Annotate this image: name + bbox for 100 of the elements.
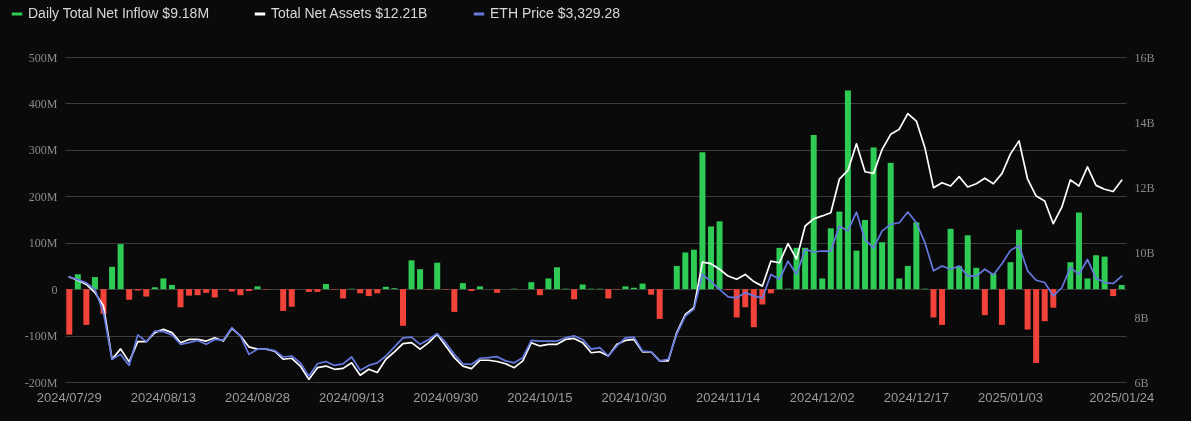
bar (211, 289, 218, 298)
bar (203, 289, 210, 293)
y2-tick-label: 14B (1134, 115, 1155, 130)
bar (733, 289, 740, 318)
legend-label: Total Net Assets $12.21B (271, 5, 428, 21)
bar (528, 282, 535, 290)
x-tick-label: 2024/08/13 (130, 389, 196, 405)
bar (1024, 289, 1031, 330)
bar (109, 266, 116, 290)
bar (862, 219, 869, 290)
bar (237, 289, 244, 296)
x-tick-label: 2024/08/28 (224, 389, 291, 405)
bar (536, 289, 543, 296)
bar (83, 289, 90, 325)
bar (879, 242, 886, 290)
line-series (68, 211, 1123, 377)
bar (836, 211, 843, 290)
x-tick-label: 2025/01/24 (1089, 389, 1155, 405)
y-tick-label: 100M (28, 236, 58, 251)
bar (1118, 284, 1125, 290)
bar (280, 289, 287, 311)
bar (66, 289, 73, 335)
bar (870, 147, 877, 290)
bar (742, 289, 749, 308)
bar (126, 289, 133, 300)
x-tick-label: 2025/01/03 (977, 389, 1044, 405)
bar (622, 286, 629, 290)
bar (844, 90, 851, 290)
bar (288, 289, 295, 307)
y-tick-label: 300M (28, 143, 58, 158)
y-tick-label: 200M (28, 189, 58, 204)
x-tick-label: 2024/11/14 (696, 389, 761, 405)
bar (365, 289, 372, 297)
bar (1110, 289, 1117, 297)
bar (1101, 256, 1108, 290)
bar (357, 289, 364, 294)
bar (305, 289, 312, 292)
bar (648, 289, 655, 295)
bar (143, 289, 150, 297)
bar (939, 289, 946, 325)
bar (186, 289, 193, 296)
bar (1007, 262, 1014, 290)
bar (545, 278, 552, 290)
x-tick-label: 2024/12/17 (883, 389, 949, 405)
bar (314, 289, 321, 292)
bar (913, 222, 920, 290)
bar (571, 289, 578, 300)
bar (177, 289, 184, 308)
bar (1016, 229, 1023, 290)
y-tick-label: 500M (28, 50, 58, 65)
bar (340, 289, 347, 299)
x-tick-label: 2024/07/29 (36, 389, 102, 405)
bar (930, 289, 937, 318)
bar (494, 289, 501, 293)
bar (117, 244, 124, 290)
y2-tick-label: 16B (1134, 50, 1155, 65)
bar (896, 278, 903, 290)
bar (853, 250, 860, 290)
bar (194, 289, 201, 296)
bar (819, 278, 826, 290)
bar (682, 252, 689, 290)
bar (160, 278, 167, 290)
x-tick-label: 2024/09/13 (319, 389, 385, 405)
bar (964, 235, 971, 290)
bar (998, 289, 1005, 325)
legend-label: ETH Price $3,329.28 (490, 5, 621, 21)
bar (605, 289, 612, 299)
x-tick-label: 2024/12/02 (789, 389, 855, 405)
y-tick-label: -100M (24, 329, 58, 344)
bar (1093, 255, 1100, 290)
bar (690, 249, 697, 290)
bar (656, 289, 663, 319)
bar (708, 226, 715, 290)
bar (451, 289, 458, 312)
bar (374, 289, 381, 294)
bar (1033, 289, 1040, 363)
bar (802, 247, 809, 290)
bar (887, 162, 894, 290)
x-tick-label: 2024/10/30 (601, 389, 667, 405)
bar (91, 277, 98, 290)
bar (904, 265, 911, 290)
y2-tick-label: 8B (1134, 310, 1149, 325)
bar (476, 286, 483, 290)
bar (947, 228, 954, 290)
bar (673, 265, 680, 290)
y2-tick-label: 12B (1134, 180, 1155, 195)
bar (459, 283, 466, 290)
y-tick-label: 0 (51, 282, 58, 297)
x-tick-label: 2024/09/30 (413, 389, 479, 405)
bar (956, 265, 963, 290)
bar (716, 221, 723, 290)
bar (254, 286, 261, 290)
bar (810, 135, 817, 290)
y-tick-label: -200M (24, 375, 58, 390)
bar (750, 289, 757, 328)
legend-label: Daily Total Net Inflow $9.18M (28, 5, 210, 21)
bar (434, 262, 441, 290)
bar (168, 284, 175, 290)
bar (699, 152, 706, 290)
bar (417, 269, 424, 290)
